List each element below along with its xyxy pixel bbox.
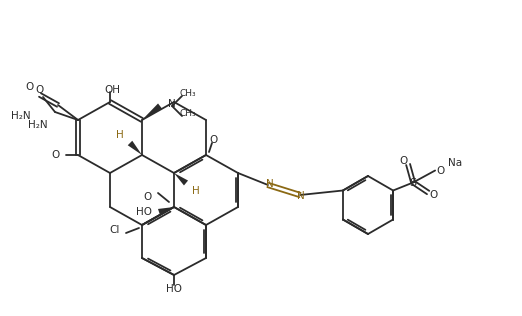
Text: O: O [399,156,407,167]
Text: CH₃: CH₃ [180,110,197,118]
Text: H: H [116,130,124,140]
Text: S: S [410,178,417,187]
Text: O: O [210,135,218,145]
Polygon shape [158,207,174,215]
Text: CH₃: CH₃ [180,89,197,99]
Text: N: N [168,99,176,109]
Text: Na: Na [448,157,462,167]
Text: OH: OH [104,85,120,95]
Text: N: N [297,191,305,201]
Text: H₂N: H₂N [11,111,31,121]
Text: O: O [26,82,34,92]
Polygon shape [142,103,162,120]
Text: O: O [436,166,444,175]
Text: O: O [144,192,152,202]
Text: O: O [52,150,60,160]
Text: O: O [35,85,43,95]
Text: Cl: Cl [110,225,120,235]
Polygon shape [128,141,142,155]
Text: H: H [192,186,200,196]
Text: O: O [429,191,437,200]
Text: HO: HO [166,284,182,294]
Polygon shape [174,173,188,185]
Text: H₂N: H₂N [28,120,48,130]
Text: HO: HO [136,207,152,217]
Text: N: N [266,179,274,189]
